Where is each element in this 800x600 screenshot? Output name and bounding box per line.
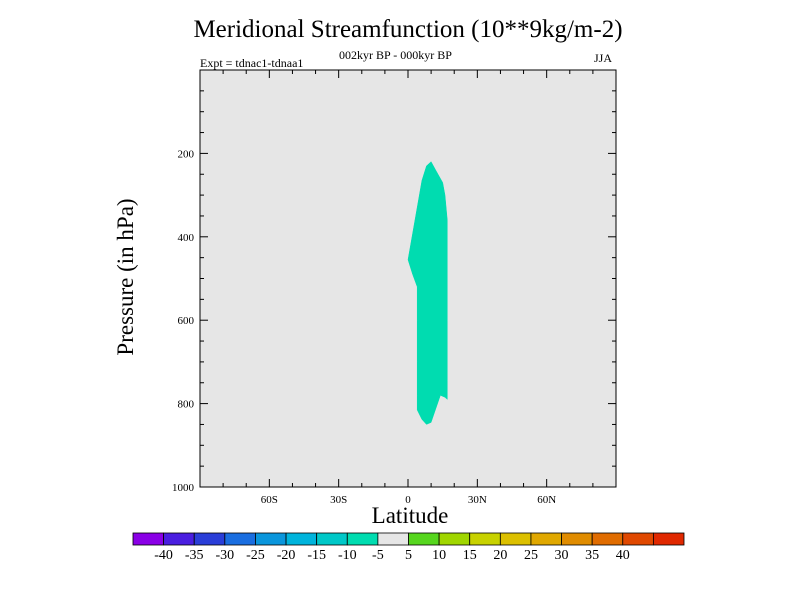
y-axis-label: Pressure (in hPa)	[113, 198, 138, 356]
colorbar-label: 5	[405, 548, 412, 563]
colorbar-label: -10	[338, 548, 357, 563]
colorbar-swatch	[591, 532, 624, 546]
colorbar-swatch	[224, 532, 256, 546]
colorbar-swatch	[499, 532, 532, 546]
y-tick-label: 800	[178, 399, 195, 411]
colorbar-swatch	[285, 532, 318, 546]
colorbar-swatch	[438, 532, 471, 546]
chart-title: Meridional Streamfunction (10**9kg/m-2)	[193, 16, 623, 43]
colorbar-swatch	[408, 532, 440, 546]
y-tick-label: 600	[178, 315, 195, 327]
colorbar-label: -20	[277, 548, 296, 563]
colorbar-swatch	[193, 532, 226, 546]
colorbar-label: 40	[616, 548, 630, 563]
colorbar-swatch	[530, 532, 562, 546]
x-tick-label: 0	[405, 494, 411, 506]
contour-region-0	[407, 161, 448, 425]
colorbar-swatch	[652, 532, 685, 546]
colorbar-swatch	[469, 532, 501, 546]
colorbar-label: -15	[307, 548, 326, 563]
colorbar-swatch	[346, 532, 379, 546]
colorbar-label: -5	[372, 548, 384, 563]
x-tick-label: 30S	[330, 494, 347, 506]
colorbar-label: 30	[555, 548, 569, 563]
colorbar-label: 35	[585, 548, 599, 563]
y-tick-label: 200	[178, 148, 195, 160]
y-tick-label: 400	[178, 232, 195, 244]
colorbar: -40 -35 -30 -25 -20 -15 -10 -5 5 10 15 20 25 30 35 40	[132, 532, 685, 563]
colorbar-swatch	[561, 532, 593, 546]
colorbar-swatch	[622, 532, 654, 546]
y-tick-label: 1000	[172, 482, 195, 494]
colorbar-label: -25	[246, 548, 265, 563]
colorbar-label: -35	[185, 548, 204, 563]
colorbar-label: -40	[154, 548, 173, 563]
colorbar-swatch	[316, 532, 348, 546]
colorbar-label: 25	[524, 548, 538, 563]
colorbar-label: 10	[432, 548, 446, 563]
colorbar-label: 15	[463, 548, 477, 563]
colorbar-swatch	[132, 532, 165, 546]
experiment-label: Expt = tdnac1-tdnaa1	[200, 56, 304, 70]
colorbar-swatch	[377, 532, 409, 546]
x-tick-label: 60N	[537, 494, 556, 506]
period-label: 002kyr BP - 000kyr BP	[339, 48, 452, 62]
colorbar-swatch	[255, 532, 287, 546]
colorbar-swatch	[163, 532, 195, 546]
plot-background	[200, 70, 616, 487]
season-label: JJA	[594, 51, 613, 65]
x-tick-label: 60S	[261, 494, 278, 506]
x-tick-label: 30N	[468, 494, 487, 506]
plot-area: 60S 30S 0 30N 60N 200 400 600 800 1000	[172, 69, 617, 506]
x-axis-label: Latitude	[371, 503, 449, 528]
colorbar-label: 20	[493, 548, 507, 563]
colorbar-label: -30	[215, 548, 234, 563]
